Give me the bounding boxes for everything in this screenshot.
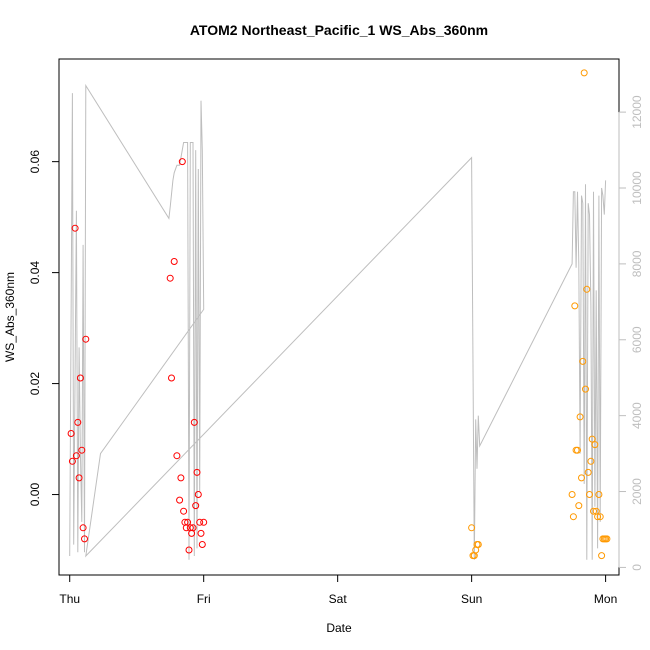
data-point xyxy=(198,541,206,548)
data-point xyxy=(81,535,88,543)
y2-tick-label: 8000 xyxy=(630,250,644,277)
x-tick-label: Mon xyxy=(594,592,617,606)
data-point xyxy=(200,518,208,526)
y2-tick-label: 0 xyxy=(630,564,644,571)
data-point xyxy=(78,446,86,454)
data-point xyxy=(79,524,87,532)
data-point xyxy=(196,518,204,526)
data-point xyxy=(569,513,577,521)
data-point xyxy=(178,158,186,166)
data-point xyxy=(197,529,205,537)
data-point xyxy=(595,491,603,498)
data-point xyxy=(166,274,174,282)
y2-tick-label: 12000 xyxy=(630,95,644,129)
data-point xyxy=(74,418,82,426)
data-point xyxy=(586,491,593,498)
data-point xyxy=(468,524,476,532)
data-point xyxy=(176,496,184,504)
data-point xyxy=(596,513,604,521)
data-point xyxy=(575,502,583,510)
data-point xyxy=(583,285,591,293)
data-point xyxy=(194,491,202,498)
y2-tick-label: 4000 xyxy=(630,402,644,429)
data-point xyxy=(173,452,181,460)
point-series-layer xyxy=(67,69,611,560)
y-axis-label: WS_Abs_360nm xyxy=(3,272,17,362)
data-point xyxy=(584,468,592,476)
y-tick-label: 0.04 xyxy=(28,261,42,285)
data-point xyxy=(192,502,200,510)
data-point xyxy=(580,69,588,77)
data-point xyxy=(82,335,90,343)
data-point xyxy=(67,430,75,437)
y-tick-label: 0.00 xyxy=(28,483,42,507)
data-point xyxy=(177,474,185,482)
data-point xyxy=(582,385,589,393)
data-point xyxy=(587,457,595,465)
x-axis-label: Date xyxy=(326,621,352,635)
data-point xyxy=(168,374,175,382)
data-point xyxy=(72,452,80,460)
data-point xyxy=(170,258,178,265)
y2-tick-label: 6000 xyxy=(630,326,644,353)
data-point xyxy=(594,513,602,521)
data-point xyxy=(578,474,585,482)
data-point xyxy=(184,518,192,526)
data-point xyxy=(590,507,597,515)
series-line xyxy=(69,83,607,560)
y2-tick-label: 10000 xyxy=(630,171,644,205)
x-tick-label: Sat xyxy=(329,592,348,606)
data-point xyxy=(588,435,596,443)
data-point xyxy=(68,457,76,465)
y-axis: 0.00 0.02 0.04 0.06 xyxy=(28,150,60,507)
x-tick-label: Sun xyxy=(461,592,482,606)
data-point xyxy=(603,535,611,543)
y2-tick-label: 2000 xyxy=(630,478,644,505)
line-series-layer xyxy=(69,83,607,560)
data-point xyxy=(571,302,579,310)
data-point xyxy=(574,446,581,454)
chart-title: ATOM2 Northeast_Pacific_1 WS_Abs_360nm xyxy=(190,22,488,38)
x-axis: Thu Fri Sat Sun Mon xyxy=(59,574,617,606)
data-point xyxy=(193,468,201,476)
data-point xyxy=(180,507,188,515)
data-point xyxy=(71,224,79,232)
data-point xyxy=(598,552,606,560)
data-point xyxy=(579,357,587,365)
x-tick-label: Thu xyxy=(59,592,80,606)
data-point xyxy=(190,418,198,426)
data-point xyxy=(75,474,83,482)
data-point xyxy=(189,524,197,532)
data-point xyxy=(185,546,193,554)
x-tick-label: Fri xyxy=(197,592,211,606)
y2-axis: 0 2000 4000 6000 8000 10000 12000 xyxy=(618,95,644,571)
data-point xyxy=(576,413,584,421)
data-point xyxy=(591,441,599,449)
data-point xyxy=(568,491,576,498)
data-point xyxy=(474,541,482,548)
y-tick-label: 0.06 xyxy=(28,150,42,174)
data-point xyxy=(76,374,84,382)
y-tick-label: 0.02 xyxy=(28,372,42,396)
